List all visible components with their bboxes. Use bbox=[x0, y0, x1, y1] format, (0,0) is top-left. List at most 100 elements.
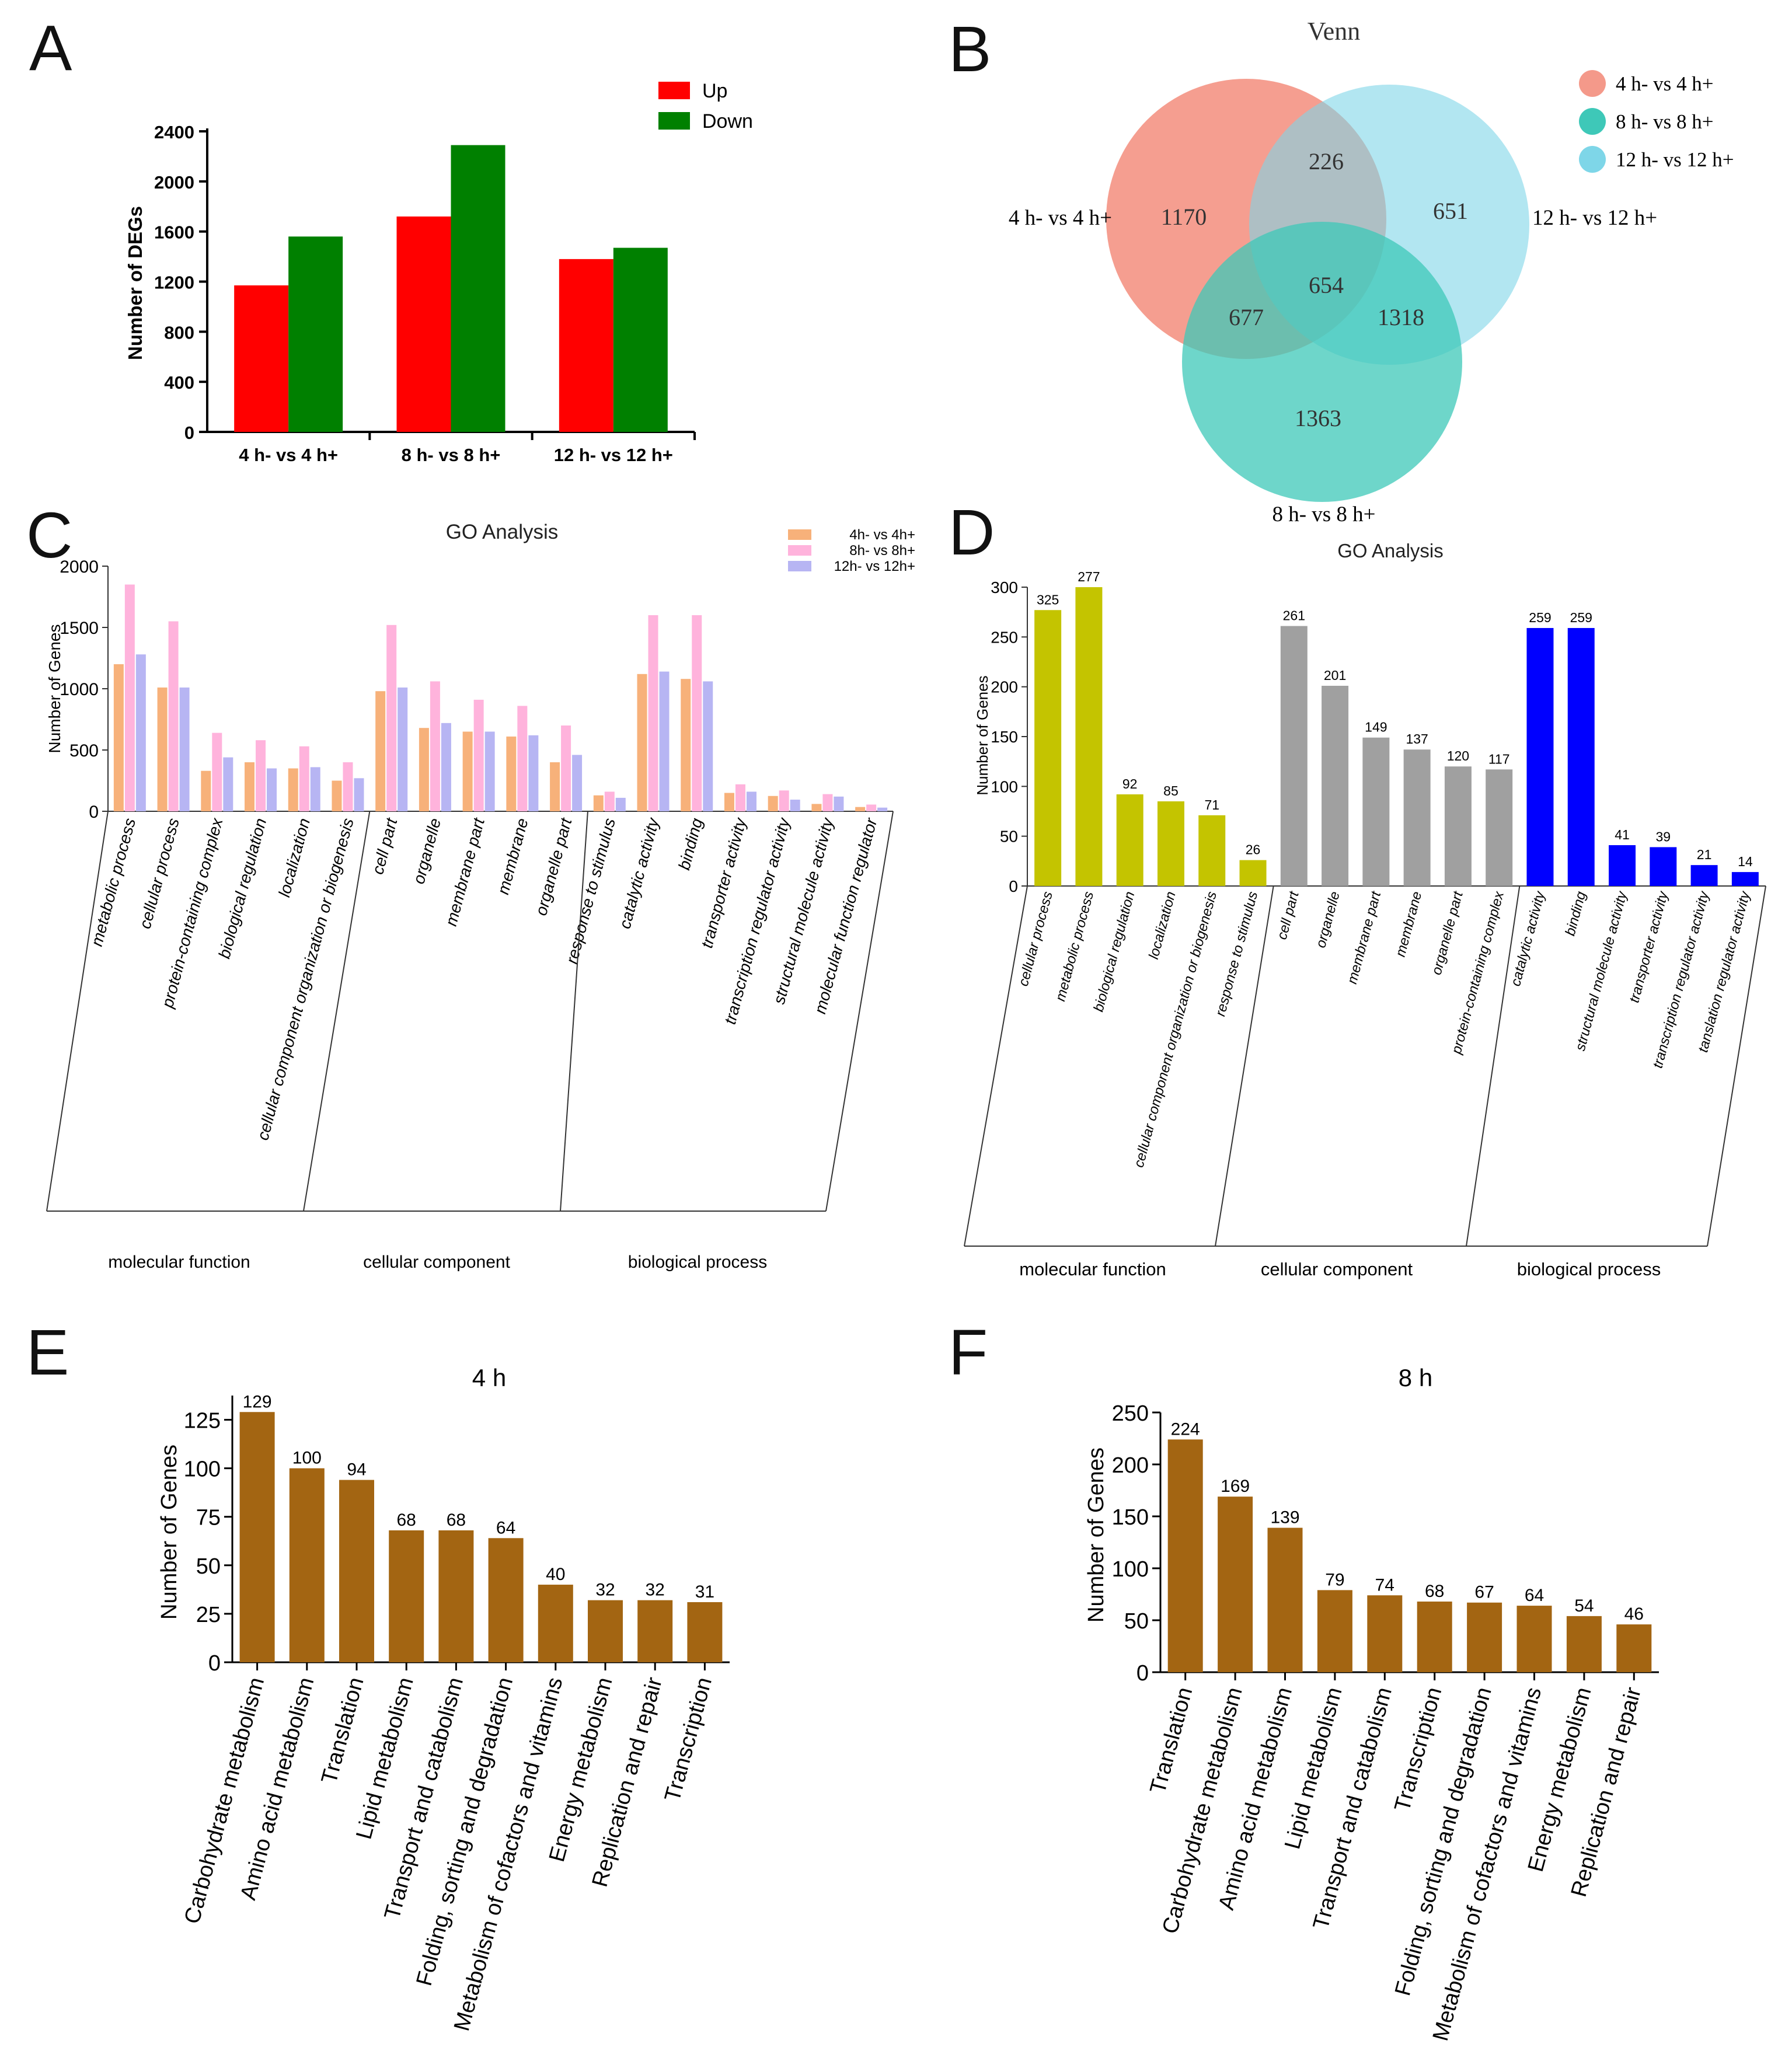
venn-count-all: 654 bbox=[1309, 272, 1344, 298]
x-tick-label: response to stimulus bbox=[563, 817, 619, 966]
bar bbox=[637, 674, 647, 811]
bar bbox=[375, 691, 386, 811]
bar bbox=[724, 793, 734, 811]
data-label: 94 bbox=[347, 1460, 366, 1480]
bar bbox=[615, 797, 626, 811]
x-tick-label: Transcription bbox=[1390, 1684, 1446, 1814]
bar bbox=[438, 1530, 474, 1662]
group-label: cellular component bbox=[1261, 1259, 1413, 1279]
legend-swatch bbox=[788, 545, 811, 556]
bar bbox=[855, 807, 866, 811]
bar bbox=[113, 664, 124, 811]
y-tick-label: 300 bbox=[991, 578, 1018, 597]
y-tick-label: 50 bbox=[196, 1554, 221, 1579]
bar bbox=[441, 723, 451, 811]
group-label: molecular function bbox=[108, 1253, 250, 1272]
chart-title: GO Analysis bbox=[1337, 540, 1444, 561]
bar bbox=[1616, 1624, 1652, 1672]
x-tick-label: cell part bbox=[368, 815, 401, 876]
x-tick-label: membrane part bbox=[1344, 889, 1385, 985]
panel-label-d: D bbox=[949, 497, 995, 568]
data-label: 14 bbox=[1738, 854, 1753, 869]
bar bbox=[1362, 737, 1390, 886]
x-tick-label: biological regulation bbox=[1090, 890, 1138, 1014]
y-tick-label: 100 bbox=[1112, 1557, 1149, 1582]
data-label: 32 bbox=[646, 1581, 665, 1600]
data-label: 64 bbox=[1525, 1586, 1544, 1605]
bar bbox=[179, 687, 190, 811]
data-label: 79 bbox=[1325, 1570, 1344, 1589]
bar bbox=[1218, 1497, 1253, 1672]
bar bbox=[124, 584, 135, 811]
data-label: 31 bbox=[695, 1582, 714, 1602]
panel-label-b: B bbox=[949, 13, 991, 85]
bar bbox=[1609, 845, 1636, 886]
group-divider bbox=[1707, 885, 1766, 1247]
bar bbox=[506, 736, 517, 811]
bar bbox=[488, 1538, 524, 1662]
bar bbox=[1731, 872, 1759, 886]
bar bbox=[1567, 627, 1595, 886]
group-label: biological process bbox=[628, 1253, 767, 1272]
y-tick-label: 800 bbox=[164, 322, 194, 343]
y-tick-label: 2000 bbox=[60, 557, 99, 577]
data-label: 68 bbox=[447, 1511, 466, 1530]
bar bbox=[1317, 1590, 1352, 1672]
bar bbox=[430, 681, 440, 811]
x-tick-label: cellular component organization or bioge… bbox=[1131, 890, 1220, 1170]
legend-label: 8h- vs 8h+ bbox=[849, 543, 915, 559]
venn-count-8h_12h: 1318 bbox=[1378, 304, 1424, 330]
venn-title: Venn bbox=[1308, 17, 1360, 46]
legend-marker bbox=[1579, 108, 1606, 135]
y-tick-label: 0 bbox=[1136, 1661, 1149, 1686]
data-label: 68 bbox=[1425, 1582, 1444, 1601]
x-tick-label: 12 h- vs 12 h+ bbox=[554, 445, 673, 465]
data-label: 261 bbox=[1283, 608, 1305, 623]
bar bbox=[1444, 766, 1472, 886]
x-tick-label: binding bbox=[675, 816, 706, 872]
data-label: 149 bbox=[1365, 720, 1387, 735]
x-tick-label: biological regulation bbox=[215, 817, 270, 961]
data-label: 169 bbox=[1221, 1477, 1250, 1496]
bar bbox=[1116, 794, 1143, 886]
bar bbox=[354, 778, 364, 811]
bar bbox=[1075, 587, 1103, 886]
venn-circle-8h bbox=[1182, 222, 1462, 502]
venn-count-only_4h: 1170 bbox=[1161, 204, 1207, 230]
x-tick-label: membrane bbox=[1393, 890, 1425, 959]
bar bbox=[517, 706, 528, 811]
y-tick-label: 0 bbox=[184, 423, 194, 443]
data-label: 100 bbox=[292, 1449, 322, 1468]
bar bbox=[811, 804, 822, 811]
x-tick-label: transporter activity bbox=[698, 815, 750, 950]
chart-d: GO Analysis 0 50 100 150 200 250 300 Number of G… bbox=[964, 540, 1766, 1279]
bar bbox=[681, 679, 691, 811]
bar bbox=[1417, 1601, 1452, 1672]
bar bbox=[1566, 1616, 1602, 1672]
bar bbox=[332, 780, 342, 811]
x-tick-label: Transcription bbox=[660, 1675, 717, 1804]
legend-swatch bbox=[788, 529, 811, 540]
data-label: 67 bbox=[1474, 1583, 1494, 1602]
bar-up bbox=[559, 259, 613, 432]
data-label: 32 bbox=[595, 1581, 615, 1600]
x-tick-label: transporter activity bbox=[1626, 889, 1671, 1004]
venn-count-4h_12h: 226 bbox=[1309, 148, 1344, 175]
bar bbox=[648, 615, 658, 811]
y-tick-label: 2400 bbox=[154, 122, 194, 142]
bar bbox=[692, 615, 702, 811]
x-tick-label: organelle bbox=[1313, 890, 1343, 950]
x-tick-label: organelle part bbox=[532, 815, 576, 918]
y-tick-label: 0 bbox=[208, 1651, 221, 1676]
data-label: 120 bbox=[1447, 748, 1469, 763]
x-tick-label: Translation bbox=[317, 1675, 369, 1786]
bar bbox=[1239, 860, 1267, 886]
bar bbox=[267, 768, 277, 811]
x-tick-label: metabolic process bbox=[88, 817, 139, 948]
data-label: 74 bbox=[1375, 1575, 1394, 1595]
y-tick-label: 100 bbox=[184, 1457, 221, 1482]
bar bbox=[168, 621, 179, 811]
legend-label: Down bbox=[702, 110, 753, 132]
